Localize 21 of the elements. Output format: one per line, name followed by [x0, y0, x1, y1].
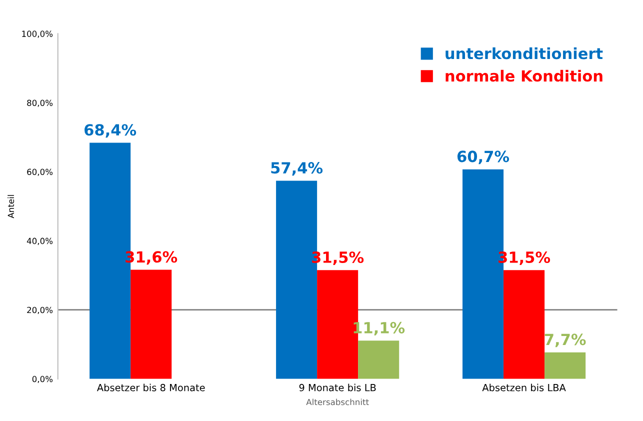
x-tick-label: Absetzer bis 8 Monate: [96, 384, 205, 392]
bar: [544, 352, 586, 379]
y-tick-label: 20,0%: [27, 306, 53, 314]
y-tick-label: 60,0%: [27, 168, 53, 176]
data-label: 7,7%: [544, 334, 586, 348]
x-tick-label: 9 Monate bis LB: [299, 384, 376, 392]
data-label: 57,4%: [271, 162, 323, 176]
bar: [504, 270, 545, 379]
bar: [358, 340, 400, 379]
y-tick-label: 0,0%: [32, 376, 53, 384]
y-axis-title: Anteil: [8, 195, 14, 218]
y-tick-label: 40,0%: [26, 238, 53, 245]
data-label: 68,4%: [84, 124, 136, 138]
x-axis-title: Altersabschnitt: [306, 398, 369, 406]
bar: [130, 270, 172, 379]
x-tick-label: Absetzen bis LBA: [482, 384, 566, 392]
legend-label: normale Kondition: [446, 70, 602, 82]
y-tick-label: 80,0%: [27, 100, 53, 107]
legend-label: unterkonditioniert: [446, 47, 603, 60]
data-label: 60,7%: [457, 150, 510, 164]
y-tick-label: 100,0%: [22, 30, 53, 38]
